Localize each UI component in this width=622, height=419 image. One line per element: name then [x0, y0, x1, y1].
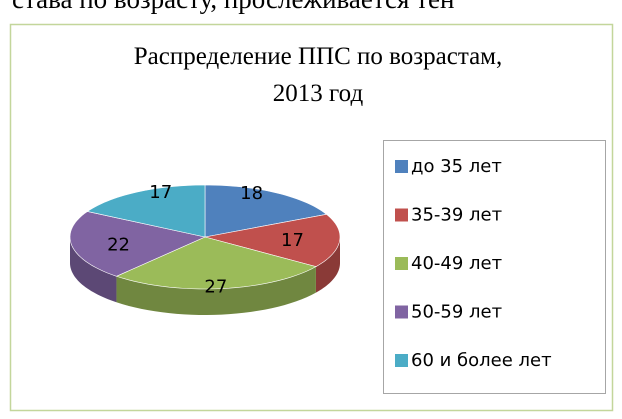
legend-swatch [395, 160, 408, 173]
document-text: става по возрасту, прослеживается тен [12, 0, 454, 15]
slice [204, 184, 328, 238]
legend-label: 50-59 лет [411, 302, 502, 323]
slice [86, 184, 206, 238]
legend-swatch [395, 208, 408, 222]
legend-label: 40-49 лет [411, 253, 502, 274]
data-label: 22 [107, 235, 130, 256]
slice-side [315, 237, 340, 293]
legend-label: 60 и более лет [411, 350, 552, 371]
legend-label: до 35 лет [411, 156, 502, 177]
legend-swatch [395, 257, 408, 270]
slice [69, 211, 206, 277]
data-label: 17 [149, 182, 172, 203]
legend-box [383, 140, 606, 394]
slice-side [70, 237, 117, 303]
data-label: 17 [281, 230, 304, 251]
legend-label: 35-39 лет [411, 205, 502, 226]
data-label: 18 [240, 183, 263, 204]
slice [115, 236, 317, 290]
chart-title: Распределение ППС по возрастам, 2013 год [134, 43, 503, 107]
slice [204, 214, 341, 267]
legend-swatch [395, 354, 408, 367]
slice-side [116, 266, 316, 315]
data-label: 27 [204, 276, 227, 297]
legend-swatch [395, 305, 408, 319]
